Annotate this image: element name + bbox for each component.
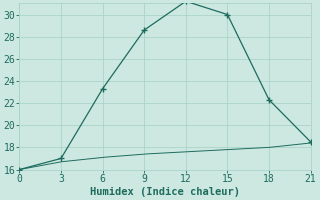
- X-axis label: Humidex (Indice chaleur): Humidex (Indice chaleur): [90, 186, 240, 197]
